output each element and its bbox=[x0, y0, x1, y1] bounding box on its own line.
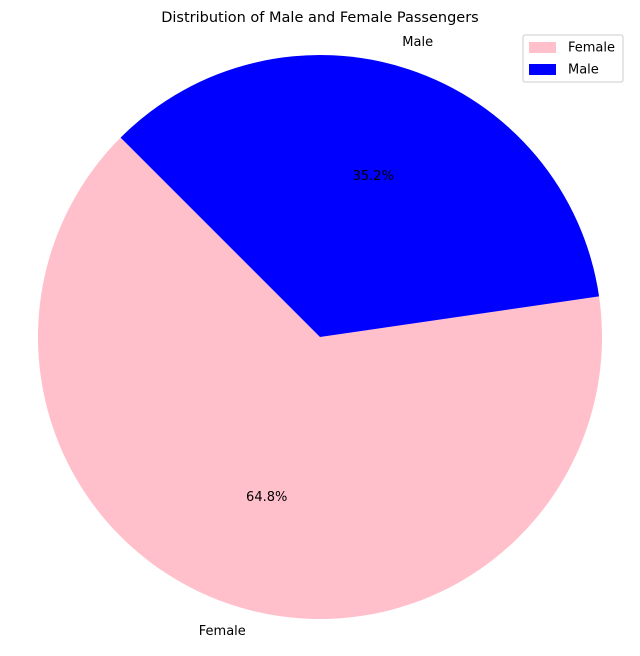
slice-label-male: Male bbox=[402, 35, 433, 50]
slice-label-female: Female bbox=[199, 624, 246, 639]
legend-label-female: Female bbox=[568, 41, 615, 56]
legend: Female Male bbox=[522, 34, 624, 83]
pie-slice-male bbox=[120, 55, 600, 337]
legend-label-male: Male bbox=[568, 63, 599, 78]
pct-label-female: 64.8% bbox=[246, 490, 287, 505]
pie-slice-female bbox=[38, 137, 603, 619]
legend-swatch-male bbox=[529, 64, 556, 75]
pie-labels: Female 64.8% Male 35.2% bbox=[199, 35, 433, 639]
legend-swatch-female bbox=[529, 42, 556, 53]
pct-label-male: 35.2% bbox=[353, 169, 394, 184]
pie-slices bbox=[38, 55, 603, 619]
chart-title: Distribution of Male and Female Passenge… bbox=[161, 10, 479, 26]
